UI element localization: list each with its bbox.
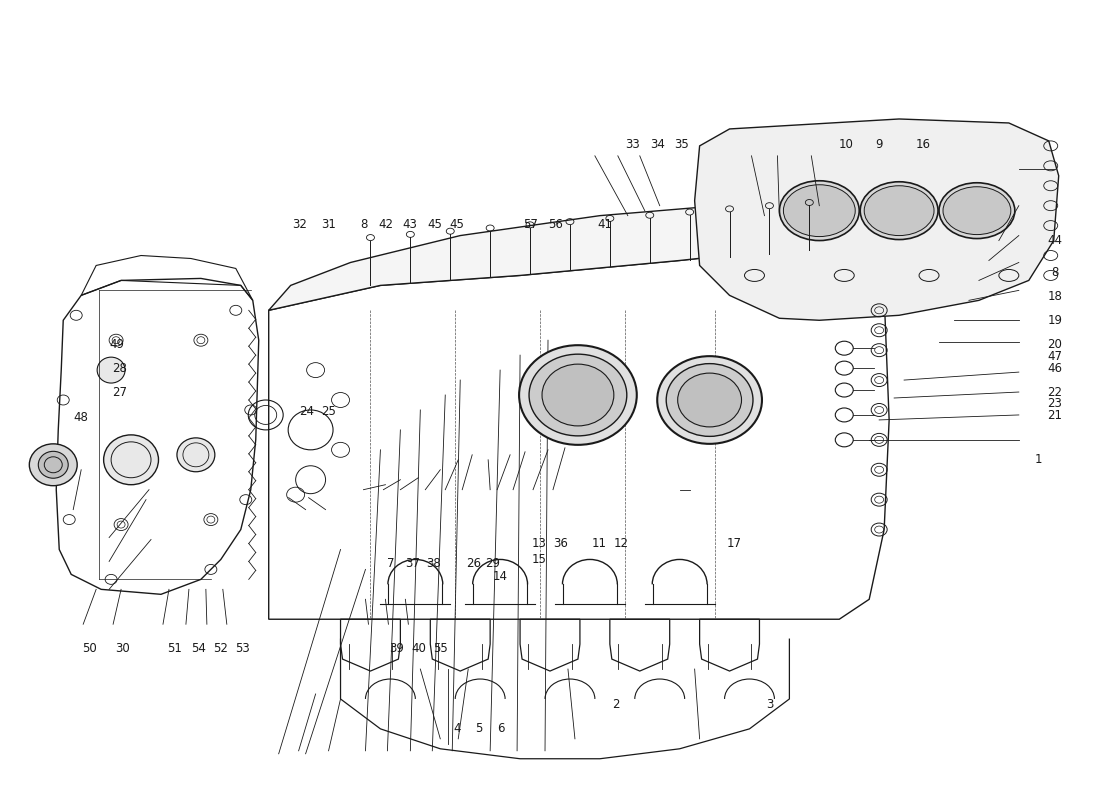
Text: 15: 15 xyxy=(531,553,547,566)
Ellipse shape xyxy=(667,364,754,436)
Text: 22: 22 xyxy=(1047,386,1063,398)
Ellipse shape xyxy=(542,364,614,426)
Ellipse shape xyxy=(103,435,158,485)
Text: 45: 45 xyxy=(449,218,464,231)
Text: 28: 28 xyxy=(112,362,128,374)
Text: 53: 53 xyxy=(235,642,250,655)
Text: 47: 47 xyxy=(1047,350,1063,362)
Ellipse shape xyxy=(97,357,125,383)
Text: 1: 1 xyxy=(1034,454,1042,466)
Text: 50: 50 xyxy=(81,642,97,655)
Text: 54: 54 xyxy=(191,642,207,655)
Text: 25: 25 xyxy=(321,405,336,418)
Text: 46: 46 xyxy=(1047,362,1063,374)
Text: 23: 23 xyxy=(1047,398,1063,410)
Text: 56: 56 xyxy=(548,218,563,231)
Text: 45: 45 xyxy=(428,218,442,231)
Ellipse shape xyxy=(939,182,1015,238)
Text: 35: 35 xyxy=(674,138,689,151)
Text: 33: 33 xyxy=(625,138,640,151)
Polygon shape xyxy=(268,206,979,310)
Text: 18: 18 xyxy=(1047,290,1063,303)
Text: 39: 39 xyxy=(389,642,404,655)
Text: 11: 11 xyxy=(592,537,607,550)
Text: 31: 31 xyxy=(321,218,336,231)
Text: 29: 29 xyxy=(485,557,501,570)
Text: 8: 8 xyxy=(360,218,367,231)
Text: 32: 32 xyxy=(293,218,307,231)
Text: 10: 10 xyxy=(839,138,854,151)
Text: 44: 44 xyxy=(1047,234,1063,247)
Ellipse shape xyxy=(177,438,214,472)
Text: 57: 57 xyxy=(522,218,538,231)
Text: 27: 27 xyxy=(112,386,128,398)
Ellipse shape xyxy=(865,186,934,235)
Ellipse shape xyxy=(678,373,741,427)
Polygon shape xyxy=(694,119,1058,320)
Text: 51: 51 xyxy=(167,642,183,655)
Text: 34: 34 xyxy=(650,138,666,151)
Text: 14: 14 xyxy=(493,570,508,583)
Text: 5: 5 xyxy=(475,722,483,735)
Text: 38: 38 xyxy=(427,557,441,570)
Text: 55: 55 xyxy=(433,642,448,655)
Text: 40: 40 xyxy=(411,642,426,655)
Text: 52: 52 xyxy=(213,642,229,655)
Text: 17: 17 xyxy=(727,537,741,550)
Text: 3: 3 xyxy=(766,698,773,711)
Ellipse shape xyxy=(860,182,938,239)
Ellipse shape xyxy=(39,451,68,478)
Text: 19: 19 xyxy=(1047,314,1063,326)
Text: 43: 43 xyxy=(403,218,417,231)
Ellipse shape xyxy=(783,185,855,237)
Text: 30: 30 xyxy=(114,642,130,655)
Text: 9: 9 xyxy=(876,138,883,151)
Ellipse shape xyxy=(943,186,1011,234)
Text: 7: 7 xyxy=(387,557,395,570)
Ellipse shape xyxy=(30,444,77,486)
Ellipse shape xyxy=(780,181,859,241)
Text: 37: 37 xyxy=(406,557,420,570)
Text: 36: 36 xyxy=(553,537,569,550)
Text: 48: 48 xyxy=(73,411,88,424)
Text: 13: 13 xyxy=(531,537,547,550)
Text: 41: 41 xyxy=(597,218,613,231)
Text: 42: 42 xyxy=(378,218,393,231)
Text: 26: 26 xyxy=(465,557,481,570)
Ellipse shape xyxy=(657,356,762,444)
Text: 16: 16 xyxy=(915,138,931,151)
Ellipse shape xyxy=(529,354,627,436)
Text: 12: 12 xyxy=(614,537,629,550)
Text: 21: 21 xyxy=(1047,410,1063,422)
Text: 6: 6 xyxy=(497,722,505,735)
Text: 2: 2 xyxy=(612,698,619,711)
Text: 20: 20 xyxy=(1047,338,1063,350)
Text: 49: 49 xyxy=(109,338,124,350)
Text: 24: 24 xyxy=(299,405,314,418)
Text: 4: 4 xyxy=(453,722,461,735)
Text: 8: 8 xyxy=(1050,266,1058,279)
Ellipse shape xyxy=(519,345,637,445)
